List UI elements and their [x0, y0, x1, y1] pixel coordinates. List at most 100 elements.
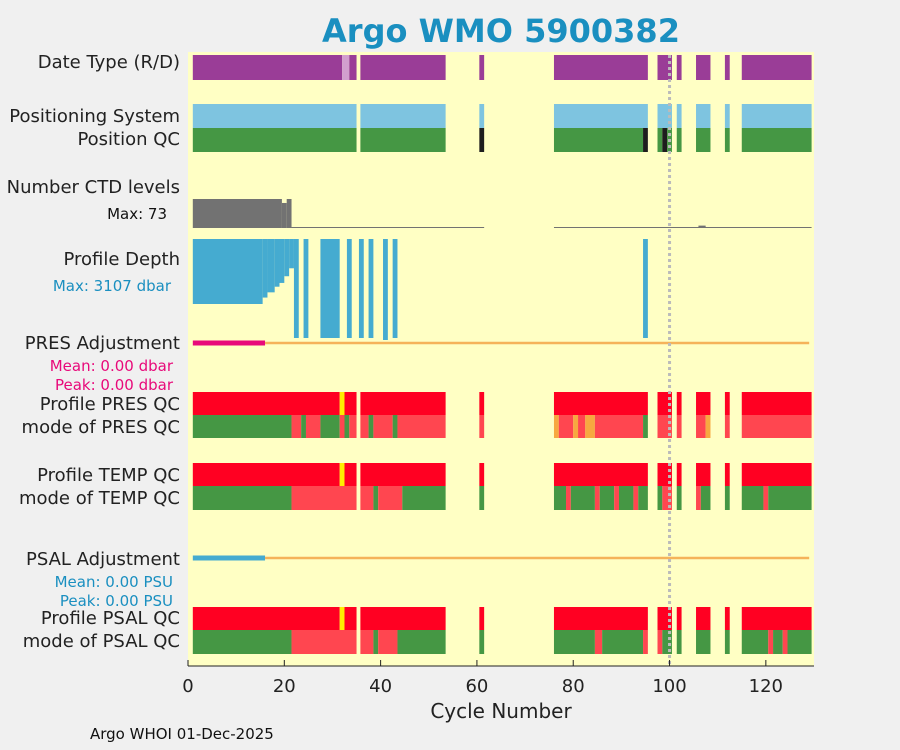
- mode-psal-qc-segment: [553, 630, 595, 654]
- label-date-type: Date Type (R/D): [37, 52, 180, 73]
- mode-pres-qc-segment: [320, 415, 340, 438]
- label-pres-peak: Peak: 0.00 dbar: [54, 376, 173, 394]
- mode-psal-qc-segment: [594, 630, 603, 654]
- position-qc-segment: [657, 128, 663, 152]
- label-position-qc: Position QC: [77, 129, 180, 150]
- x-tick-label: 40: [369, 676, 392, 697]
- mode-temp-qc-segment: [360, 486, 374, 510]
- label-profile-pres-qc: Profile PRES QC: [39, 394, 180, 415]
- label-depth-max: Max: 3107 dbar: [52, 277, 171, 295]
- positioning-system-segment: [192, 104, 357, 128]
- mode-temp-qc-segment: [662, 486, 672, 510]
- profile-depth-bar: [289, 239, 294, 269]
- label-mode-psal-qc: mode of PSAL QC: [22, 631, 180, 652]
- label-psal-mean: Mean: 0.00 PSU: [54, 573, 173, 591]
- label-psal-peak: Peak: 0.00 PSU: [59, 592, 173, 610]
- profile-depth-bar: [279, 239, 285, 283]
- mode-psal-qc-segment: [768, 630, 774, 654]
- ctd-level-bar: [698, 225, 706, 228]
- mode-pres-qc-segment: [349, 415, 357, 438]
- mode-pres-qc-segment: [291, 415, 302, 438]
- mode-psal-qc-segment: [291, 630, 357, 654]
- profile-temp-qc-segment: [344, 463, 357, 486]
- profile-psal-qc-segment: [741, 607, 812, 630]
- profile-temp-qc-segment: [360, 463, 446, 486]
- position-qc-segment: [553, 128, 644, 152]
- date-type-segment: [741, 55, 812, 80]
- mode-pres-qc-segment: [724, 415, 730, 438]
- footer-credit: Argo WHOI 01-Dec-2025: [90, 725, 274, 743]
- position-qc-segment: [479, 128, 485, 152]
- profile-depth-bar: [267, 239, 275, 293]
- position-qc-segment: [360, 128, 446, 152]
- mode-temp-qc-segment: [768, 486, 812, 510]
- date-type-segment: [360, 55, 446, 80]
- mode-temp-qc-segment: [599, 486, 615, 510]
- mode-psal-qc-segment: [662, 630, 672, 654]
- mode-psal-qc-segment: [741, 630, 769, 654]
- plot-background: [188, 52, 814, 666]
- profile-psal-qc-segment: [479, 607, 485, 630]
- mode-pres-qc-segment: [479, 415, 485, 438]
- positioning-system-segment: [696, 104, 711, 128]
- mode-pres-qc-segment: [585, 415, 595, 438]
- profile-temp-qc-segment: [657, 463, 672, 486]
- mode-psal-qc-segment: [373, 630, 379, 654]
- profile-depth-bar: [383, 239, 388, 340]
- x-tick-label: 100: [652, 676, 686, 697]
- label-profile-depth: Profile Depth: [63, 249, 180, 270]
- x-tick-label: 60: [465, 676, 488, 697]
- label-ctd-max: Max: 73: [107, 205, 167, 223]
- mode-pres-qc-segment: [305, 415, 321, 438]
- date-type-segment: [479, 55, 485, 80]
- mode-temp-qc-segment: [192, 486, 292, 510]
- profile-psal-qc-segment: [192, 607, 340, 630]
- label-mode-pres-qc: mode of PRES QC: [21, 417, 180, 438]
- mode-temp-qc-segment: [741, 486, 764, 510]
- mode-pres-qc-segment: [676, 415, 682, 438]
- mode-psal-qc-segment: [696, 630, 711, 654]
- mode-temp-qc-segment: [378, 486, 403, 510]
- x-tick-label: 120: [749, 676, 783, 697]
- profile-temp-qc-segment: [479, 463, 485, 486]
- position-qc-segment: [662, 128, 668, 152]
- positioning-system-segment: [553, 104, 648, 128]
- profile-pres-qc-segment: [553, 392, 648, 415]
- positioning-system-segment: [360, 104, 446, 128]
- position-qc-segment: [741, 128, 812, 152]
- profile-temp-qc-segment: [553, 463, 648, 486]
- ctd-level-bar: [192, 199, 282, 228]
- date-type-segment: [349, 55, 357, 80]
- mode-pres-qc-segment: [578, 415, 586, 438]
- mode-psal-qc-segment: [360, 630, 374, 654]
- mode-temp-qc-segment: [633, 486, 639, 510]
- x-tick-label: 80: [562, 676, 585, 697]
- positioning-system-segment: [676, 104, 682, 128]
- profile-psal-qc-segment: [553, 607, 648, 630]
- mode-psal-qc-segment: [378, 630, 398, 654]
- profile-depth-bar: [293, 239, 299, 338]
- mode-psal-qc-segment: [479, 630, 485, 654]
- positioning-system-segment: [479, 104, 485, 128]
- mode-temp-qc-segment: [696, 486, 701, 510]
- positioning-system-segment: [741, 104, 812, 128]
- mode-psal-qc-segment: [782, 630, 788, 654]
- mode-psal-qc-segment: [192, 630, 292, 654]
- profile-psal-qc-segment: [696, 607, 711, 630]
- label-number-ctd: Number CTD levels: [6, 177, 180, 198]
- label-pres-mean: Mean: 0.00 dbar: [49, 357, 173, 375]
- mode-pres-qc-segment: [392, 415, 398, 438]
- profile-depth-bar: [303, 239, 309, 338]
- mode-pres-qc-segment: [573, 415, 579, 438]
- mode-temp-qc-segment: [479, 486, 485, 510]
- profile-depth-bar: [262, 239, 268, 298]
- profile-pres-qc-segment: [696, 392, 711, 415]
- mode-psal-qc-segment: [397, 630, 446, 654]
- mode-pres-qc-segment: [368, 415, 374, 438]
- position-qc-segment: [643, 128, 648, 152]
- mode-temp-qc-segment: [657, 486, 663, 510]
- profile-pres-qc-segment: [676, 392, 682, 415]
- position-qc-segment: [192, 128, 357, 152]
- position-qc-segment: [676, 128, 682, 152]
